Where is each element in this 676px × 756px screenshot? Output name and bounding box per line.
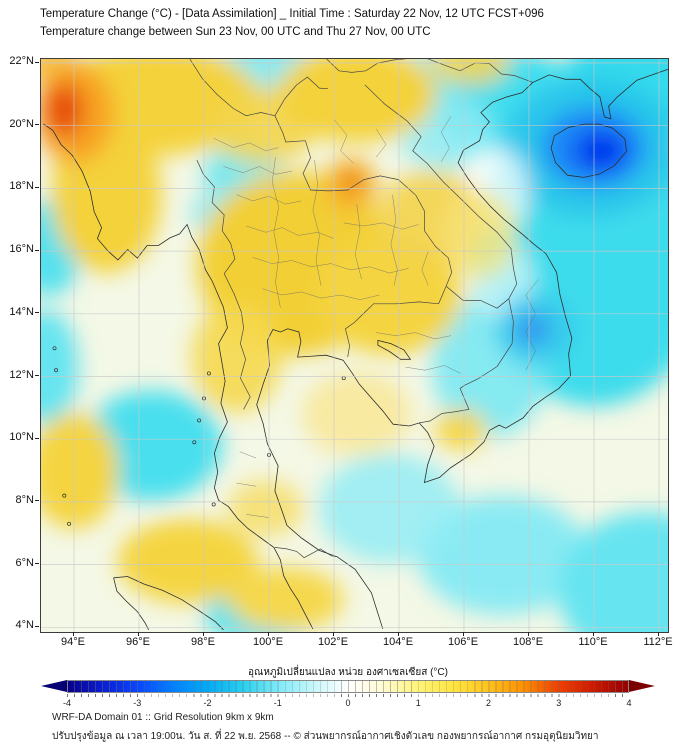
colorbar-tick-label: -1 [273, 698, 282, 708]
anomaly-nw-hot-core [46, 84, 83, 136]
x-axis-label: 98°E [191, 636, 215, 648]
colorbar-tick-label: -4 [62, 698, 71, 708]
y-axis-tick [35, 61, 39, 63]
anomaly-south-gulf-pale-cyan [319, 453, 460, 564]
y-axis-tick [35, 500, 39, 502]
x-axis-tick [397, 632, 399, 636]
temperature-anomaly-map [41, 59, 668, 632]
country-borders [189, 59, 534, 559]
y-axis-tick [35, 186, 39, 188]
anomaly-malacca-yellow [227, 567, 344, 632]
colorbar-left-arrow [41, 680, 67, 692]
page-title: Temperature Change (°C) - [Data Assimila… [40, 8, 544, 20]
x-axis-tick [657, 632, 659, 636]
x-axis-tick [527, 632, 529, 636]
hainan-island-outline [550, 123, 627, 178]
colorbar-ticks [67, 694, 629, 697]
anomaly-gulf-pale-yellow [301, 372, 412, 457]
anomaly-north-laos-yellow [276, 59, 437, 143]
y-axis-label: 22°N [9, 55, 34, 67]
colorbar-tick-label: 0 [345, 698, 351, 708]
anomaly-left-lower-yellow [41, 412, 119, 529]
y-axis-label: 14°N [9, 305, 34, 318]
x-axis-tick [267, 632, 269, 636]
y-axis-label: 8°N [15, 493, 34, 506]
anomaly-loei-orange-core [339, 168, 364, 197]
colorbar-tick-label: -3 [133, 698, 142, 708]
anomaly-north-sumatra-yellow [117, 519, 258, 604]
y-axis-label: 10°N [9, 431, 34, 444]
colorbar-tick-label: -2 [203, 698, 212, 708]
tonle-sap-lake-outline [377, 339, 412, 360]
x-axis-label: 100°E [252, 636, 284, 648]
colorbar-tick-label: 4 [626, 698, 632, 708]
anomaly-top-ne-yellow [430, 59, 511, 85]
x-axis-label: 112°E [643, 636, 673, 648]
colorbar-segments [67, 680, 629, 693]
footer-domain-info: WRF-DA Domain 01 :: Grid Resolution 9km … [52, 712, 274, 723]
x-axis-label: 108°E [512, 636, 544, 648]
colorbar-tick-label: 1 [415, 698, 421, 708]
anomaly-central-vietnam-pale-yellow [444, 191, 517, 280]
anomaly-left-edge-cyan-12n [41, 309, 79, 426]
x-axis-tick [72, 632, 74, 636]
colorbar-label: อุณหภูมิเปลี่ยนแปลง หน่วย องศาเซลเซียส (… [248, 667, 448, 678]
y-axis-label: 18°N [9, 180, 34, 193]
colorbar-tick-label: 2 [485, 698, 491, 708]
x-axis-label: 106°E [447, 636, 479, 648]
anomaly-se-sea-pale-cyan [418, 495, 588, 616]
colorbar-gradient [67, 680, 629, 693]
anomaly-vn-coast-cold-core [516, 314, 549, 345]
anomaly-hainan-cold-core [574, 130, 627, 171]
colorbar-tick-label: 3 [556, 698, 562, 708]
y-axis-tick [35, 375, 39, 376]
x-axis-tick [137, 632, 139, 636]
x-axis-tick [462, 632, 464, 636]
footer-update-info: ปรับปรุงข้อมูล ณ เวลา 19:00น. วัน ส. ที่… [52, 731, 599, 742]
y-axis-label: 4°N [15, 619, 34, 632]
coastlines [43, 68, 668, 631]
y-axis-tick [35, 625, 39, 627]
y-axis-tick [35, 312, 39, 314]
colorbar-right-arrow [629, 680, 655, 692]
x-axis-tick [332, 632, 334, 636]
x-axis-label: 102°E [317, 636, 349, 648]
x-axis-tick [592, 632, 594, 636]
anomaly-mekong-delta-yellow [434, 409, 487, 450]
page-subtitle: Temperature change between Sun 23 Nov, 0… [40, 26, 431, 38]
y-axis-tick [35, 249, 39, 251]
map-plot-area [40, 58, 669, 633]
x-axis-label: 110°E [578, 636, 608, 648]
x-axis-label: 94°E [61, 636, 85, 648]
y-axis-tick [35, 437, 39, 439]
anomaly-peninsula-yellow [227, 480, 304, 537]
y-axis-label: 6°N [15, 556, 34, 569]
y-axis-tick [35, 124, 39, 126]
province-borders [213, 116, 539, 518]
y-axis-label: 12°N [9, 368, 34, 381]
x-axis-label: 104°E [382, 636, 414, 648]
y-axis-label: 16°N [9, 243, 34, 256]
x-axis-label: 96°E [126, 636, 150, 648]
y-axis-label: 20°N [9, 117, 34, 130]
x-axis-tick [202, 632, 204, 636]
y-axis-tick [35, 563, 39, 565]
anomaly-se-corner-cyan [558, 511, 668, 632]
anomaly-west-gulf-yellow [191, 302, 282, 413]
